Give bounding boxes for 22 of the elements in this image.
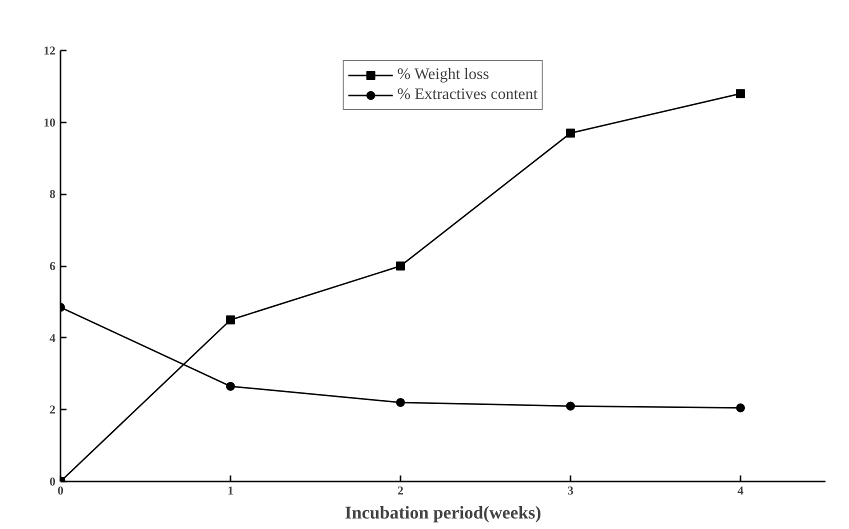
point <box>566 128 575 138</box>
point <box>566 402 575 411</box>
x-tick-label: 3 <box>568 484 574 498</box>
point <box>226 382 235 391</box>
point <box>736 89 745 98</box>
legend-label: % Extractives content <box>397 86 538 104</box>
y-tick-label: 8 <box>50 187 56 202</box>
point <box>736 403 745 412</box>
x-axis-title: Incubation period(weeks) <box>344 502 542 522</box>
point <box>396 262 405 270</box>
point <box>226 315 235 324</box>
x-tick-label: 4 <box>738 484 744 498</box>
y-tick-label: 12 <box>44 44 56 58</box>
y-tick-label: 2 <box>50 402 56 417</box>
y-tick-label: 0 <box>50 474 56 488</box>
x-tick-label: 2 <box>398 484 404 498</box>
y-tick-label: 10 <box>44 115 56 130</box>
y-tick-label: 6 <box>50 259 56 273</box>
point <box>396 398 405 407</box>
legend-label: % Weight loss <box>397 66 490 84</box>
x-tick-label: 1 <box>228 484 234 498</box>
y-tick-label: 4 <box>50 330 56 345</box>
